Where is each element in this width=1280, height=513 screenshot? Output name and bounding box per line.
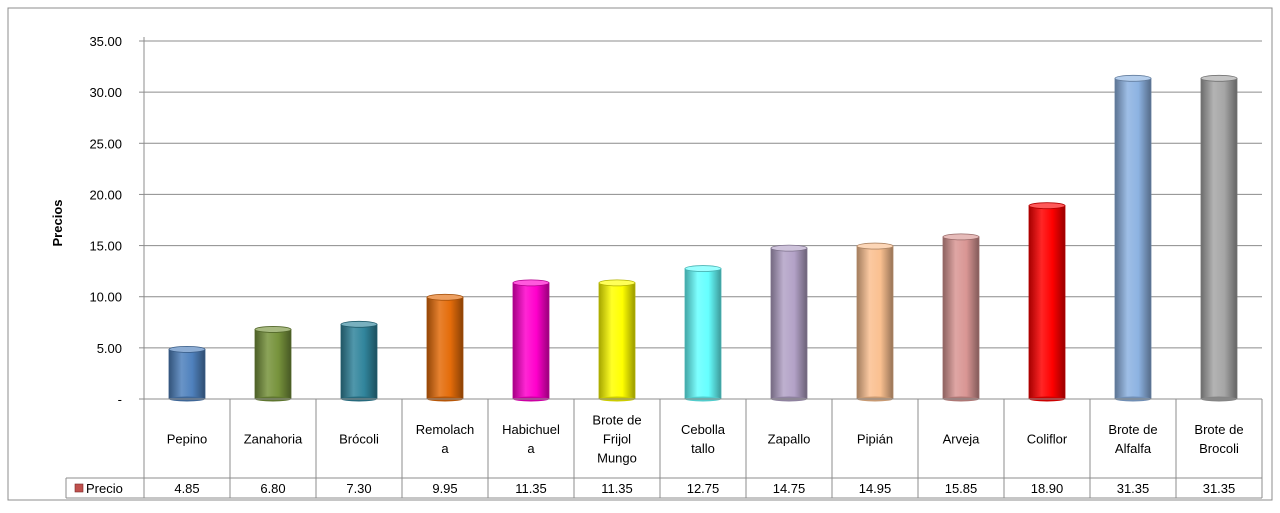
bar-body	[598, 282, 636, 400]
legend-swatch	[74, 483, 84, 493]
x-tick-label: Zapallo	[768, 432, 811, 447]
data-label: 4.85	[174, 481, 199, 496]
bar-top	[1028, 202, 1066, 210]
bar-body	[1200, 77, 1238, 400]
bar-top	[856, 242, 894, 250]
data-label: 14.95	[859, 481, 892, 496]
bar-arveja	[942, 233, 980, 402]
y-tick-label: 30.00	[89, 85, 122, 100]
bar-body	[770, 247, 808, 400]
bar-body	[1114, 77, 1152, 400]
bar-body	[340, 323, 378, 400]
bar-zanahoria	[254, 326, 292, 402]
y-axis: - 5.00 10.00 15.00 20.00 25.00 30.00 35.00	[89, 34, 145, 407]
x-tick-label: Zanahoria	[244, 432, 303, 447]
data-label: 15.85	[945, 481, 978, 496]
bar-top	[684, 265, 722, 272]
data-label: 9.95	[432, 481, 457, 496]
bars	[168, 74, 1238, 402]
bar-habichuela	[512, 279, 550, 402]
bar-top	[254, 326, 292, 333]
data-label: 31.35	[1117, 481, 1150, 496]
data-label: 12.75	[687, 481, 720, 496]
y-tick-label: 5.00	[97, 341, 122, 356]
bar-top	[598, 279, 636, 287]
bar-body	[856, 245, 894, 400]
x-tick-label: Habichuel a	[502, 422, 560, 456]
data-label: 31.35	[1203, 481, 1236, 496]
data-label: 18.90	[1031, 481, 1064, 496]
x-tick-label: Pipián	[857, 432, 893, 447]
bar-body	[512, 282, 550, 400]
x-tick-label: Brote de Brocoli	[1194, 422, 1243, 456]
bar-brote-de-alfalfa	[1114, 74, 1152, 402]
x-tick-label: Brócoli	[339, 432, 379, 447]
data-label: 7.30	[346, 481, 371, 496]
bar-top	[340, 320, 378, 328]
bar-top	[770, 244, 808, 252]
bar-body	[684, 268, 722, 400]
bar-top	[168, 345, 206, 353]
bar-zapallo	[770, 244, 808, 402]
bar-top	[426, 293, 464, 301]
bar-body	[942, 236, 980, 400]
bar-pipián	[856, 242, 894, 402]
bar-top	[512, 279, 550, 287]
data-label: 11.35	[601, 481, 633, 496]
y-tick-label: -	[118, 392, 122, 407]
bar-coliflor	[1028, 202, 1066, 402]
bar-top	[1114, 74, 1152, 82]
legend-label: Precio	[86, 481, 123, 496]
data-label: 6.80	[260, 481, 285, 496]
bar-body	[426, 296, 464, 400]
data-label: 14.75	[773, 481, 806, 496]
y-axis-label: Precios	[50, 200, 65, 247]
bar-brote-de-frijol-mungo	[598, 279, 636, 402]
y-tick-label: 10.00	[89, 290, 122, 305]
x-tick-label: Arveja	[943, 432, 981, 447]
bar-cebolla-tallo	[684, 265, 722, 402]
bar-brote-de-brocoli	[1200, 74, 1238, 402]
y-tick-label: 25.00	[89, 136, 122, 151]
bar-body	[254, 329, 292, 400]
x-tick-label: Brote de Alfalfa	[1108, 422, 1157, 456]
y-tick-label: 35.00	[89, 34, 122, 49]
x-tick-label: Pepino	[167, 432, 207, 447]
bar-body	[1028, 205, 1066, 400]
bar-remolacha	[426, 293, 464, 402]
bar-body	[168, 348, 206, 400]
bar-top	[1200, 74, 1238, 82]
y-tick-label: 20.00	[89, 187, 122, 202]
data-table: Pepino Zanahoria Brócoli Remolach a Habichuel…	[65, 398, 1263, 499]
bar-top	[942, 233, 980, 241]
data-label: 11.35	[515, 481, 547, 496]
bar-brócoli	[340, 320, 378, 402]
x-tick-label: Coliflor	[1027, 432, 1068, 447]
x-tick-label: Remolach a	[416, 422, 475, 456]
bar-pepino	[168, 345, 206, 402]
x-tick-label: Brote de Frijol Mungo	[592, 413, 641, 466]
x-tick-label: Cebolla tallo	[681, 422, 726, 456]
y-tick-label: 15.00	[89, 239, 122, 254]
